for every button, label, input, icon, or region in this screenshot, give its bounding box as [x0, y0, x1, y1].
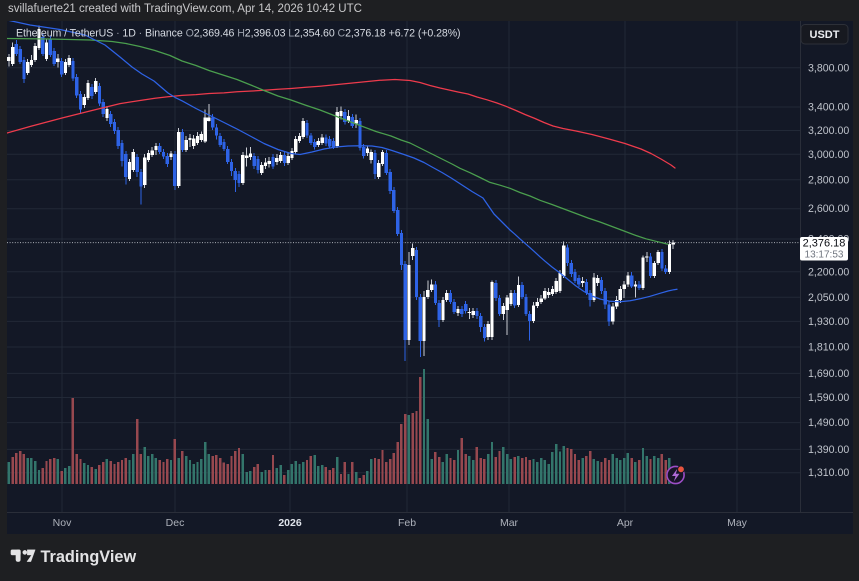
svg-text:3,400.00: 3,400.00 — [808, 102, 849, 114]
svg-text:2,600.00: 2,600.00 — [808, 203, 849, 215]
svg-text:1,390.00: 1,390.00 — [808, 444, 849, 456]
svg-text:USDT: USDT — [810, 29, 840, 41]
svg-text:3,800.00: 3,800.00 — [808, 62, 849, 74]
svg-text:2026: 2026 — [278, 517, 302, 529]
svg-text:Feb: Feb — [398, 517, 416, 529]
svg-text:3,200.00: 3,200.00 — [808, 125, 849, 137]
svg-text:1,810.00: 1,810.00 — [808, 342, 849, 354]
svg-text:3,000.00: 3,000.00 — [808, 149, 849, 161]
svg-text:1,310.00: 1,310.00 — [808, 467, 849, 479]
svg-text:2,800.00: 2,800.00 — [808, 174, 849, 186]
svg-text:2,050.00: 2,050.00 — [808, 292, 849, 304]
svg-text:1,590.00: 1,590.00 — [808, 392, 849, 404]
svg-text:2,200.00: 2,200.00 — [808, 266, 849, 278]
svg-text:1,930.00: 1,930.00 — [808, 316, 849, 328]
svg-text:May: May — [727, 517, 748, 529]
svg-text:2,376.18: 2,376.18 — [803, 238, 846, 250]
svg-text:1,490.00: 1,490.00 — [808, 417, 849, 429]
svg-text:TradingView: TradingView — [41, 548, 137, 566]
svg-text:Mar: Mar — [500, 517, 519, 529]
svg-text:Apr: Apr — [617, 517, 634, 529]
svg-text:13:17:53: 13:17:53 — [805, 249, 844, 260]
svg-text:Ethereum / TetherUS · 1D · Bin: Ethereum / TetherUS · 1D · Binance O2,36… — [16, 28, 461, 40]
svg-text:1,690.00: 1,690.00 — [808, 368, 849, 380]
svg-text:Nov: Nov — [53, 517, 72, 529]
svg-text:Dec: Dec — [166, 517, 185, 529]
